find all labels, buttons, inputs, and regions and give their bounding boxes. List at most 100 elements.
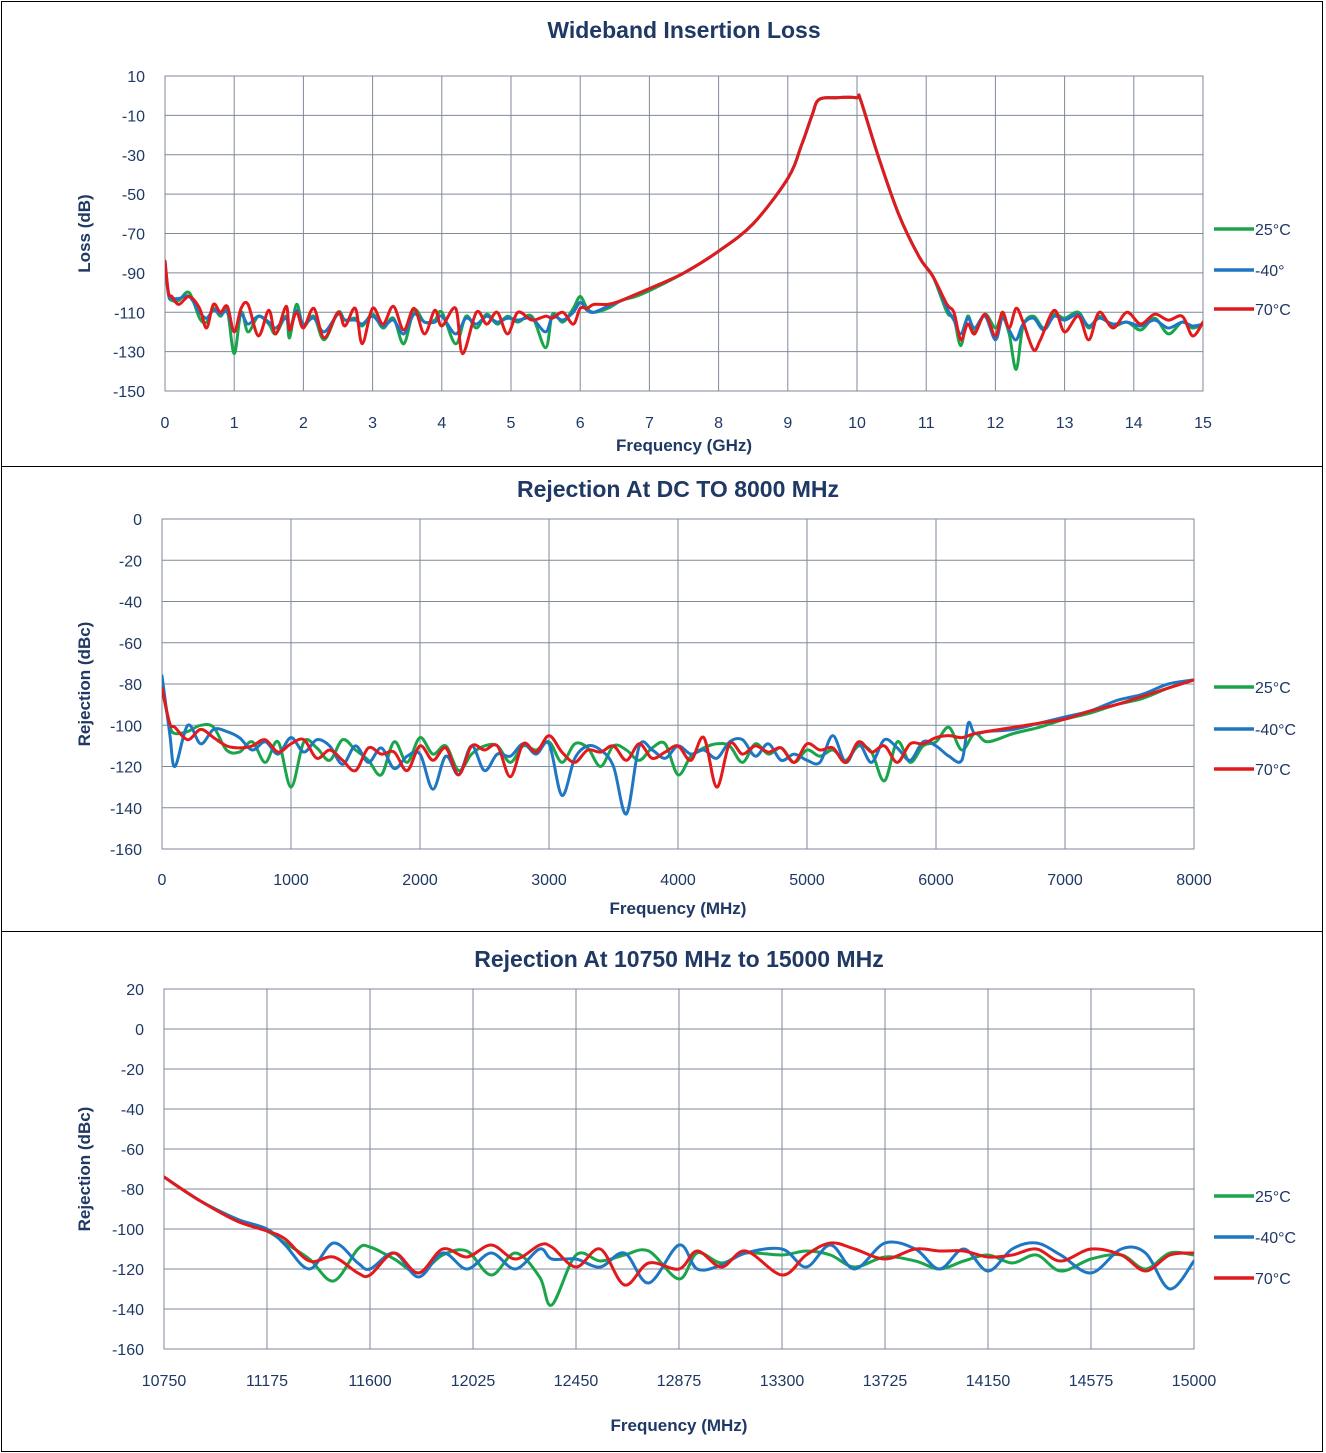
series-group <box>164 1175 1194 1307</box>
x-tick-label: 8000 <box>1176 872 1212 889</box>
x-tick-label: 9 <box>783 415 792 432</box>
x-tick-label: 14575 <box>1069 1373 1114 1390</box>
y-axis-label: Rejection (dBc) <box>75 622 94 747</box>
x-tick-label: 11 <box>918 415 935 432</box>
x-tick-label: 11175 <box>246 1373 288 1390</box>
x-tick-label: 14150 <box>966 1373 1011 1390</box>
chart-panel-rejection-dc-8000: Rejection At DC TO 8000 MHz 0 1000 2000 3000… <box>1 466 1323 932</box>
x-tick-label: 15 <box>1194 415 1212 432</box>
y-tick-label: -80 <box>119 677 142 694</box>
x-tick-label: 1000 <box>273 872 309 889</box>
legend-label: -40° <box>1255 263 1285 280</box>
x-tick-label: 1 <box>230 415 239 432</box>
chart-svg: Rejection At 10750 MHz to 15000 MHz 10750… <box>75 946 1296 1435</box>
plot-area-frame <box>163 988 1195 1350</box>
chart-title: Rejection At DC TO 8000 MHz <box>517 476 839 502</box>
x-tick-label: 5 <box>507 415 516 432</box>
y-tick-label: 20 <box>126 982 144 999</box>
series-line <box>164 1175 1194 1287</box>
y-tick-label: -20 <box>121 1062 144 1079</box>
y-tick-label: -60 <box>119 636 142 653</box>
y-tick-label: -120 <box>110 760 142 777</box>
x-tick-label: 3000 <box>531 872 567 889</box>
x-tick-label: 13 <box>1056 415 1074 432</box>
y-tick-label: -100 <box>110 718 142 735</box>
x-tick-label: 2000 <box>402 872 438 889</box>
x-tick-label: 8 <box>714 415 723 432</box>
y-tick-label: -140 <box>112 1302 144 1319</box>
legend-label: 70°C <box>1255 1271 1291 1288</box>
series-group <box>165 93 1203 371</box>
x-tick-label: 4 <box>437 415 446 432</box>
x-tick-label: 0 <box>161 415 170 432</box>
x-tick-label: 13300 <box>760 1373 805 1390</box>
x-tick-label: 15000 <box>1172 1373 1217 1390</box>
y-tick-label: -70 <box>122 227 145 244</box>
x-tick-label: 3 <box>368 415 377 432</box>
y-tick-label: -40 <box>119 595 142 612</box>
x-tick-label: 12 <box>987 415 1005 432</box>
y-axis-label: Loss (dB) <box>75 194 94 272</box>
chart-svg: Rejection At DC TO 8000 MHz 0 1000 2000 3000… <box>75 476 1296 918</box>
x-tick-label: 12025 <box>451 1373 496 1390</box>
y-tick-label: -100 <box>112 1222 144 1239</box>
legend-label: -40°C <box>1255 722 1296 739</box>
x-tick-label: 10750 <box>142 1373 187 1390</box>
y-tick-label: -160 <box>110 842 142 859</box>
y-tick-label: -130 <box>113 345 145 362</box>
grid-lines <box>164 75 1204 392</box>
y-tick-label: -60 <box>121 1142 144 1159</box>
chart-title: Wideband Insertion Loss <box>547 17 820 43</box>
y-tick-label: -140 <box>110 801 142 818</box>
series-line <box>165 93 1203 356</box>
legend-label: 25°C <box>1255 680 1291 697</box>
y-tick-label: -50 <box>122 187 145 204</box>
y-tick-label: 0 <box>135 1022 144 1039</box>
plot-area-frame <box>164 75 1204 392</box>
y-axis-label: Rejection (dBc) <box>75 1107 94 1232</box>
y-tick-label: 10 <box>127 69 145 86</box>
y-tick-label: -110 <box>114 305 145 322</box>
x-axis-label: Frequency (MHz) <box>610 899 747 918</box>
chart-panel-rejection-10750-15000: Rejection At 10750 MHz to 15000 MHz 10750… <box>1 931 1323 1452</box>
x-tick-label: 5000 <box>789 872 825 889</box>
y-tick-label: -40 <box>121 1102 144 1119</box>
x-tick-label: 6000 <box>918 872 954 889</box>
x-axis-label: Frequency (MHz) <box>611 1416 748 1435</box>
x-axis-label: Frequency (GHz) <box>616 436 752 455</box>
x-tick-label: 4000 <box>660 872 696 889</box>
legend-label: 25°C <box>1255 222 1291 239</box>
y-tick-label: -150 <box>113 384 145 401</box>
y-tick-label: -160 <box>112 1342 144 1359</box>
x-tick-label: 7 <box>645 415 654 432</box>
legend-label: -40°C <box>1255 1230 1296 1247</box>
chart-panel-insertion-loss: Wideband Insertion Loss 0 1 2 3 4 5 6 7 8 9 10 11 12 1… <box>1 1 1323 467</box>
y-tick-label: -30 <box>122 148 145 165</box>
grid-lines <box>161 518 1195 850</box>
y-tick-label: -90 <box>122 266 145 283</box>
x-tick-label: 14 <box>1125 415 1143 432</box>
y-tick-label: -120 <box>112 1262 144 1279</box>
y-tick-label: 0 <box>133 512 142 529</box>
legend-label: 25°C <box>1255 1189 1291 1206</box>
chart-title: Rejection At 10750 MHz to 15000 MHz <box>474 946 883 972</box>
x-tick-label: 12450 <box>554 1373 599 1390</box>
x-tick-label: 12875 <box>657 1373 702 1390</box>
legend-label: 70°C <box>1255 762 1291 779</box>
y-tick-label: -20 <box>119 553 142 570</box>
y-tick-label: -80 <box>121 1182 144 1199</box>
series-line <box>162 678 1194 789</box>
grid-lines <box>163 988 1195 1350</box>
x-tick-label: 2 <box>299 415 308 432</box>
x-tick-label: 6 <box>576 415 585 432</box>
series-group <box>162 674 1194 816</box>
x-tick-label: 13725 <box>863 1373 908 1390</box>
series-line <box>165 93 1203 342</box>
x-tick-label: 0 <box>158 872 167 889</box>
x-tick-label: 10 <box>848 415 866 432</box>
y-tick-label: -10 <box>122 108 145 125</box>
x-tick-label: 11600 <box>348 1373 391 1390</box>
series-line <box>162 674 1194 816</box>
